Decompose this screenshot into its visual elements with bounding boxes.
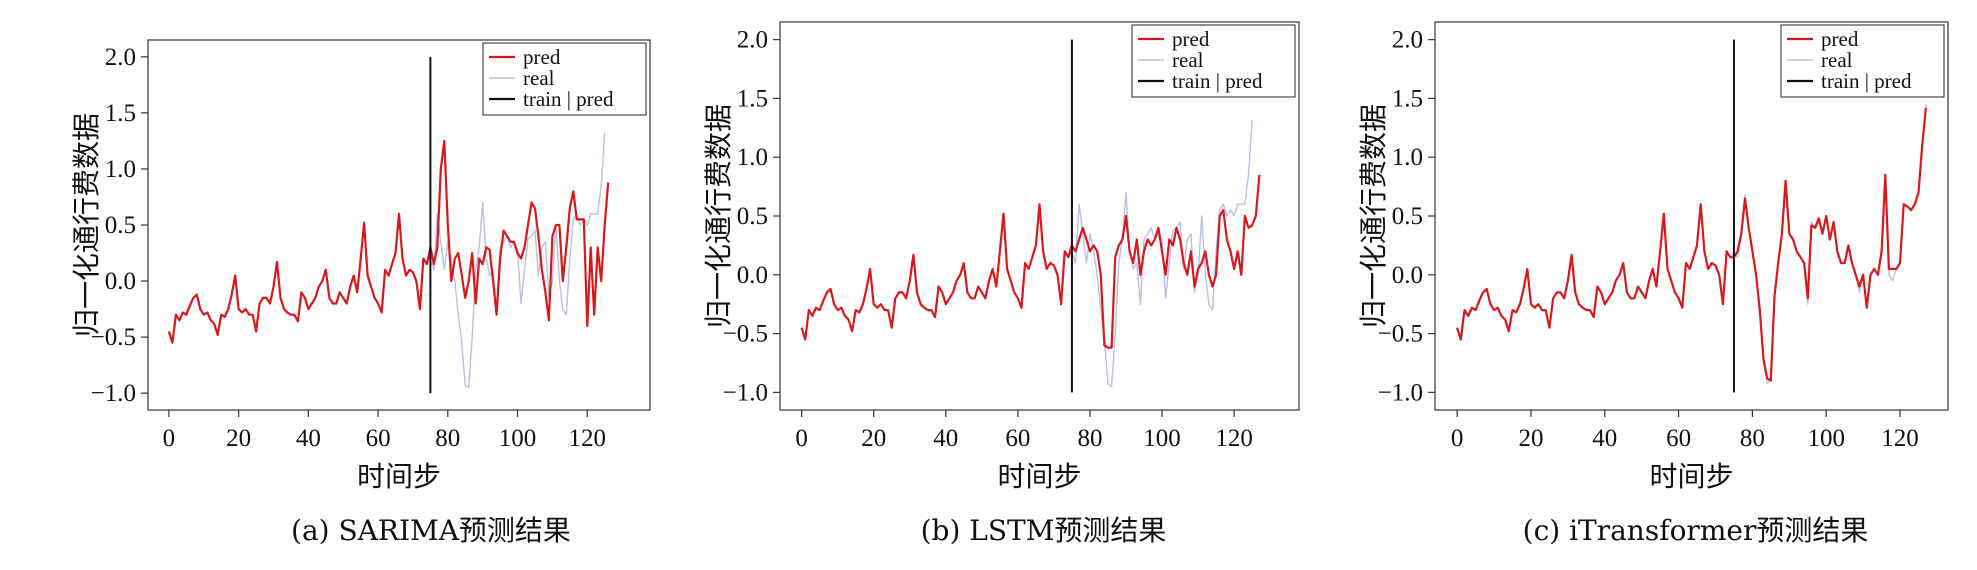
x-tick-label: 120 <box>1215 425 1253 452</box>
chart-caption: (b) LSTM预测结果 <box>921 514 1167 547</box>
x-tick-label: 60 <box>366 425 391 452</box>
legend-label: pred <box>1821 27 1859 51</box>
y-tick-label: 1.0 <box>737 144 768 171</box>
series-line-real <box>168 133 606 389</box>
y-tick-label: 0.0 <box>737 262 768 289</box>
y-tick-label: −0.5 <box>1378 321 1423 348</box>
legend-label: real <box>1821 48 1853 72</box>
x-tick-label: 20 <box>861 425 886 452</box>
y-tick-label: 0.5 <box>105 212 136 239</box>
y-axis-label: 归一化通行费数据 <box>70 113 103 337</box>
x-tick-label: 100 <box>1143 425 1181 452</box>
x-tick-label: 120 <box>1881 425 1919 452</box>
y-tick-label: 0.0 <box>105 268 136 295</box>
y-tick-label: 2.0 <box>1392 27 1423 54</box>
x-tick-label: 60 <box>1005 425 1030 452</box>
y-tick-label: 1.0 <box>105 156 136 183</box>
legend-label: pred <box>1172 27 1210 51</box>
y-tick-label: 1.0 <box>1392 144 1423 171</box>
x-tick-label: 80 <box>435 425 460 452</box>
x-tick-label: 20 <box>226 425 251 452</box>
chart-lstm: 2.0 1.5 1.0 0.5 0.0 −0.5 −1.0 0 20 40 60 80 100 120 时间… <box>702 21 1300 547</box>
x-tick-label: 80 <box>1740 425 1765 452</box>
series-line-real <box>1456 104 1927 384</box>
y-tick-label: 1.5 <box>105 100 136 127</box>
chart-caption: (a) SARIMA预测结果 <box>291 514 571 547</box>
legend-label: real <box>1172 48 1204 72</box>
x-tick-label: 120 <box>569 425 607 452</box>
x-tick-label: 100 <box>499 425 537 452</box>
chart-sarima: 2.0 1.5 1.0 0.5 0.0 −0.5 −1.0 0 20 40 60 80 100 120 时间… <box>70 39 651 547</box>
legend-label: train | pred <box>1821 69 1912 93</box>
legend-label: real <box>523 66 555 90</box>
y-tick-label: 1.5 <box>1392 85 1423 112</box>
x-tick-label: 0 <box>163 425 176 452</box>
x-tick-label: 20 <box>1518 425 1543 452</box>
y-tick-label: −0.5 <box>91 324 136 351</box>
y-tick-label: 2.0 <box>737 27 768 54</box>
panel-lstm: 2.0 1.5 1.0 0.5 0.0 −0.5 −1.0 0 20 40 60 80 100 120 时间… <box>659 0 1318 570</box>
x-axis-label: 时间步 <box>1649 460 1733 493</box>
y-tick-label: 2.0 <box>105 44 136 71</box>
y-tick-label: −1.0 <box>1378 379 1423 406</box>
series-line-pred <box>800 174 1261 349</box>
series-line-pred <box>1456 107 1927 382</box>
x-tick-label: 40 <box>296 425 321 452</box>
y-tick-label: 0.5 <box>1392 203 1423 230</box>
x-tick-label: 40 <box>933 425 958 452</box>
x-tick-label: 80 <box>1077 425 1102 452</box>
y-tick-label: −0.5 <box>723 321 768 348</box>
series-line-pred <box>167 139 610 344</box>
legend-label: train | pred <box>1172 69 1263 93</box>
series-line-real <box>800 119 1253 388</box>
legend-box <box>482 42 647 116</box>
x-tick-label: 0 <box>1451 425 1464 452</box>
panel-itransformer: 2.0 1.5 1.0 0.5 0.0 −0.5 −1.0 0 20 40 60 80 100 120 时间… <box>1318 0 1977 570</box>
y-tick-label: 0.5 <box>737 203 768 230</box>
x-tick-label: 100 <box>1807 425 1845 452</box>
y-tick-label: −1.0 <box>723 379 768 406</box>
y-tick-label: −1.0 <box>91 380 136 407</box>
chart-itransformer: 2.0 1.5 1.0 0.5 0.0 −0.5 −1.0 0 20 40 60 80 100 120 时间… <box>1357 21 1949 547</box>
legend-label: train | pred <box>523 87 614 111</box>
panel-sarima: 2.0 1.5 1.0 0.5 0.0 −0.5 −1.0 0 20 40 60 80 100 120 时间… <box>0 0 659 570</box>
x-tick-label: 0 <box>795 425 808 452</box>
chart-caption: (c) iTransformer预测结果 <box>1523 514 1869 547</box>
legend-box <box>1131 24 1296 98</box>
y-tick-label: 1.5 <box>737 85 768 112</box>
y-axis-label: 归一化通行费数据 <box>1357 104 1390 328</box>
y-axis-label: 归一化通行费数据 <box>702 104 735 328</box>
y-tick-label: 0.0 <box>1392 262 1423 289</box>
x-axis-label: 时间步 <box>997 460 1081 493</box>
legend-label: pred <box>523 45 561 69</box>
legend-box <box>1780 24 1945 98</box>
x-tick-label: 60 <box>1666 425 1691 452</box>
x-tick-label: 40 <box>1592 425 1617 452</box>
x-axis-label: 时间步 <box>357 460 441 493</box>
